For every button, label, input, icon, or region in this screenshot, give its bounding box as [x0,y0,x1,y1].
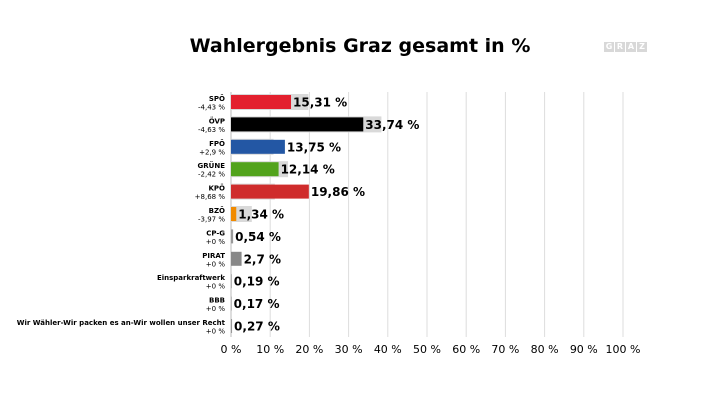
x-tick-label: 100 % [606,343,641,356]
party-label: Wir Wähler-Wir packen es an-Wir wollen u… [17,319,226,327]
x-tick-label: 20 % [295,343,323,356]
bar [231,229,234,244]
value-labels: 15,31 % 33,74 % 13,75 % 12,14 % 19,86 % 1,34 … [234,96,420,334]
party-label: SPÖ [209,94,225,103]
value-label: 12,14 % [281,163,335,177]
chart-title: Wahlergebnis Graz gesamt in % [189,35,531,57]
logo-letter: A [626,42,636,52]
change-label: +0 % [206,238,226,246]
bar [231,95,292,109]
value-label: 15,31 % [293,96,347,110]
change-label: +8,68 % [195,193,226,201]
party-label: Einsparkraftwerk [157,274,225,282]
change-label: +0 % [206,283,226,291]
x-tick-label: 90 % [570,343,598,356]
bar [231,162,279,177]
logo-letter: Z [637,42,647,52]
x-tick-label: 60 % [452,343,480,356]
bar [231,274,232,289]
value-label: 19,86 % [311,185,365,199]
bar [231,319,233,333]
bar [231,251,242,266]
x-axis-ticks: 0 % 10 % 20 % 30 % 40 % 50 % 60 % 70 % 80 % 90 % 1… [221,343,641,356]
category-labels: SPÖ-4,43 % ÖVP-4,63 % FPÖ+2,9 % GRÜNE-2,42 … [17,94,226,336]
value-label: 0,54 % [235,230,281,244]
grid-lines [230,92,624,337]
party-label: FPÖ [209,139,225,148]
logo-letter: G [604,42,614,52]
party-label: GRÜNE [198,161,226,170]
bar [231,117,364,132]
x-tick-label: 10 % [256,343,284,356]
previous-result-bars [231,94,382,222]
bar [231,296,232,311]
change-label: -3,97 % [198,216,225,224]
party-label: CP-G [206,229,225,237]
x-tick-label: 40 % [374,343,402,356]
change-label: +0 % [206,328,226,336]
change-label: +0 % [206,260,226,268]
bar [231,139,285,154]
value-label: 0,17 % [234,297,280,311]
bar [231,207,237,221]
change-label: +2,9 % [199,148,225,156]
value-label: 2,7 % [244,252,281,266]
change-label: +0 % [206,305,226,313]
logo-letter: R [615,42,625,52]
party-label: PIRAT [202,252,225,260]
party-label: BBB [209,297,225,305]
x-tick-label: 80 % [531,343,559,356]
change-label: -2,42 % [198,171,225,179]
change-label: -4,43 % [198,104,225,112]
change-label: -4,63 % [198,126,225,134]
value-label: 1,34 % [238,208,284,222]
value-label: 13,75 % [287,140,341,154]
value-label: 33,74 % [365,118,419,132]
value-label: 0,27 % [234,320,280,334]
x-tick-label: 50 % [413,343,441,356]
party-label: ÖVP [209,116,225,125]
party-label: KPÖ [208,184,225,193]
value-label: 0,19 % [234,275,280,289]
result-bars [231,95,364,333]
bar [231,184,309,199]
x-tick-label: 0 % [221,343,242,356]
x-tick-label: 70 % [491,343,519,356]
party-label: BZÖ [209,206,225,215]
x-tick-label: 30 % [335,343,363,356]
